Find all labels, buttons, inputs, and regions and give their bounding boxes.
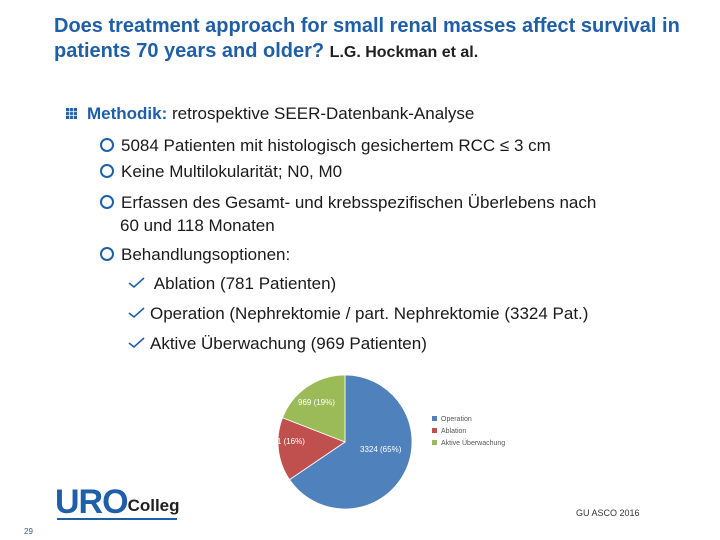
urocolleg-logo: UROColleg (55, 484, 195, 520)
list-item: Behandlungsoptionen: (100, 243, 700, 266)
list-item: 5084 Patienten mit histologisch gesicher… (100, 134, 700, 157)
option-text: Operation (Nephrektomie / part. Nephrekt… (150, 304, 589, 323)
pie-slice-aktive-berwachung (282, 374, 346, 443)
square-bullet-icon (66, 108, 77, 119)
list-item: Aktive Überwachung (969 Patienten) (128, 332, 427, 355)
methodik-bullet: Methodik: retrospektive SEER-Datenbank-A… (66, 103, 474, 125)
checkmark-bullet-icon (128, 337, 145, 349)
checkmark-bullet-icon (128, 277, 145, 289)
list-item: Erfassen des Gesamt- und krebsspezifisch… (100, 191, 700, 237)
logo-underline (57, 518, 177, 520)
list-item: Ablation (781 Patienten) (128, 272, 336, 295)
title-author: L.G. Hockman et al. (329, 44, 479, 61)
slide-title: Does treatment approach for small renal … (54, 14, 694, 65)
list-item: Operation (Nephrektomie / part. Nephrekt… (128, 302, 588, 325)
page-number: 29 (24, 527, 33, 536)
point-continuation: 60 und 118 Monaten (120, 216, 275, 235)
title-main: Does treatment approach for small renal … (54, 15, 680, 62)
option-text: Aktive Überwachung (969 Patienten) (150, 334, 427, 353)
legend-entry: Operation (441, 416, 472, 423)
pie-slice-operation (289, 374, 413, 510)
slice-data-label: 969 (19%) (298, 398, 335, 407)
legend-entry: Ablation (441, 428, 466, 435)
slice-data-label: 781 (16%) (268, 437, 305, 446)
checkmark-bullet-icon (128, 307, 145, 319)
logo-uro: URO (55, 484, 129, 520)
point-text: 5084 Patienten mit histologisch gesicher… (121, 136, 551, 155)
source-citation: GU ASCO 2016 (576, 508, 640, 518)
legend-entry: Aktive Überwachung (441, 439, 505, 447)
methodik-text: retrospektive SEER-Datenbank-Analyse (172, 104, 475, 123)
logo-colleg: Colleg (127, 496, 180, 515)
circle-bullet-icon (100, 247, 114, 261)
point-text: Behandlungsoptionen: (121, 245, 291, 264)
list-item: Keine Multilokularität; N0, M0 (100, 160, 700, 183)
slice-data-label: 3324 (65%) (360, 445, 402, 454)
legend-swatch (432, 416, 437, 421)
pie-chart: 3324 (65%) 781 (16%) 969 (19%) Operation Abl… (268, 374, 505, 510)
point-text: Erfassen des Gesamt- und krebsspezifisch… (121, 193, 597, 212)
circle-bullet-icon (100, 164, 114, 178)
circle-bullet-icon (100, 138, 114, 152)
pie-slice-ablation (277, 417, 346, 481)
option-text: Ablation (781 Patienten) (150, 274, 337, 293)
methodik-keyword: Methodik: (87, 104, 168, 123)
legend-swatch (432, 428, 437, 433)
point-text: Keine Multilokularität; N0, M0 (121, 162, 343, 181)
circle-bullet-icon (100, 195, 114, 209)
legend-swatch (432, 440, 437, 445)
